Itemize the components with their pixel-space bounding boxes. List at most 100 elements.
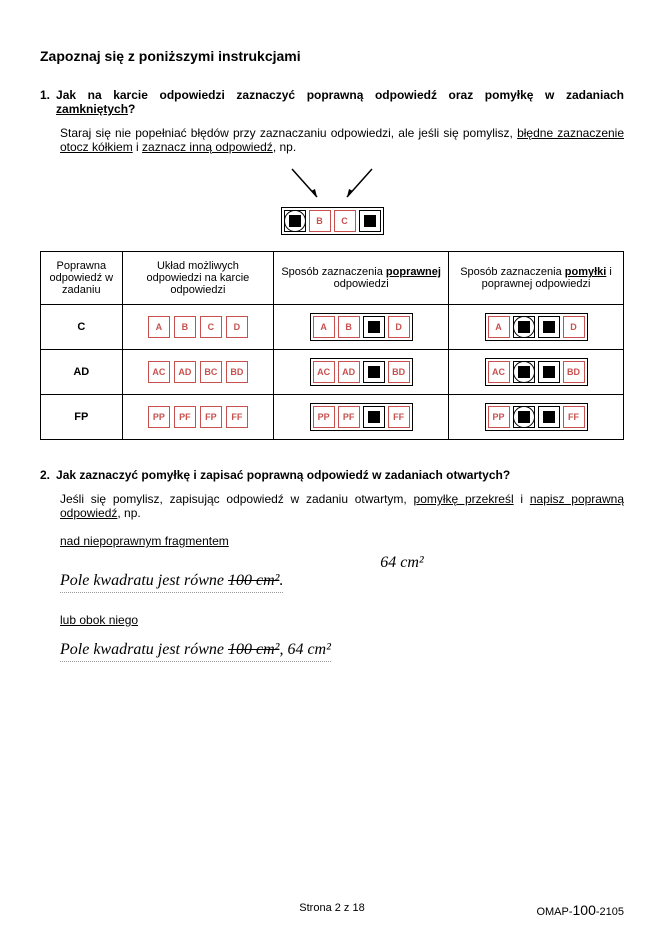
question-2: 2. Jak zaznaczyć pomyłkę i zapisać popra…	[40, 468, 624, 482]
page-title: Zapoznaj się z poniższymi instrukcjami	[40, 48, 624, 64]
answer-box	[538, 406, 560, 428]
example-box-circled	[284, 210, 306, 232]
th4b: pomyłki	[565, 266, 607, 278]
answer-box	[538, 316, 560, 338]
box-group: AC BD	[485, 358, 588, 386]
q1-para-a: Staraj się nie popełniać błędów przy zaz…	[60, 126, 517, 140]
box-group: AD	[485, 313, 588, 341]
code-b: 100	[573, 902, 596, 918]
mistake-cell: PP FF	[449, 395, 624, 440]
answer-box-circled	[513, 361, 535, 383]
answer-box: FF	[388, 406, 410, 428]
q1-para-e: , np.	[273, 140, 296, 154]
q2-para-c: i	[514, 492, 530, 506]
filled-square-icon	[368, 321, 380, 333]
q1-para-c: i	[133, 140, 142, 154]
answer-box: FF	[563, 406, 585, 428]
hand1a: Pole kwadratu jest równe	[60, 572, 228, 589]
answer-box: PF	[338, 406, 360, 428]
arrow-icon	[232, 164, 432, 204]
answer-box: FF	[226, 406, 248, 428]
example-box-b: B	[309, 210, 331, 232]
correction-above: 64 cm²	[180, 554, 624, 572]
filled-square-icon	[543, 321, 555, 333]
example-box-group: B C	[281, 207, 384, 235]
filled-square-icon	[518, 321, 530, 333]
doc-code: OMAP-100-2105	[536, 902, 624, 918]
row-label: FP	[41, 395, 123, 440]
example-box-filled	[359, 210, 381, 232]
filled-square-icon	[518, 366, 530, 378]
th-3: Sposób zaznaczenia poprawnej odpowiedzi	[274, 252, 449, 305]
answer-box	[538, 361, 560, 383]
q2-paragraph: Jeśli się pomylisz, zapisując odpowiedź …	[60, 492, 624, 520]
filled-square-icon	[368, 366, 380, 378]
answer-box: PP	[488, 406, 510, 428]
q1-text-underlined: zamkniętych	[56, 102, 128, 116]
correct-cell: ACAD BD	[274, 350, 449, 395]
options-cell: ACADBCBD	[122, 350, 274, 395]
answer-box: A	[488, 316, 510, 338]
hand1b: 100 cm²	[228, 572, 279, 589]
answer-box: BD	[388, 361, 410, 383]
q2-text: Jak zaznaczyć pomyłkę i zapisać poprawną…	[56, 468, 624, 482]
example-box-c: C	[334, 210, 356, 232]
answer-box: A	[148, 316, 170, 338]
box-group: PPPF FF	[310, 403, 413, 431]
table-row: FPPPPFFPFFPPPFFFPPFF	[41, 395, 624, 440]
q2-para-a: Jeśli się pomylisz, zapisując odpowiedź …	[60, 492, 414, 506]
code-c: -2105	[596, 906, 624, 918]
answer-box: AD	[338, 361, 360, 383]
q1-text-a: Jak na karcie odpowiedzi zaznaczyć popra…	[56, 88, 624, 102]
options-cell: ABCD	[122, 305, 274, 350]
answer-box-circled	[513, 316, 535, 338]
row-label: AD	[41, 350, 123, 395]
answer-box: AC	[148, 361, 170, 383]
mistake-cell: AC BD	[449, 350, 624, 395]
q2-para-b: pomyłkę przekreśl	[414, 492, 514, 506]
q1-para-d: zaznacz inną odpowiedź	[142, 140, 273, 154]
q1-text-c: ?	[128, 102, 135, 116]
answer-box: PP	[148, 406, 170, 428]
hand2a: Pole kwadratu jest równe	[60, 641, 228, 658]
answer-box: AC	[488, 361, 510, 383]
q1-number: 1.	[40, 88, 50, 116]
q1-paragraph: Staraj się nie popełniać błędów przy zaz…	[60, 126, 624, 154]
table-row: ADACADBCBDACADBDACBD	[41, 350, 624, 395]
answer-box: C	[200, 316, 222, 338]
answer-box: PP	[313, 406, 335, 428]
filled-square-icon	[543, 411, 555, 423]
sub-heading-1: nad niepoprawnym fragmentem	[60, 534, 624, 548]
answer-box: D	[388, 316, 410, 338]
th3a: Sposób zaznaczenia	[281, 266, 386, 278]
answer-box: D	[226, 316, 248, 338]
q1-text: Jak na karcie odpowiedzi zaznaczyć popra…	[56, 88, 624, 116]
hand2b: 100 cm²	[228, 641, 279, 658]
sub-heading-2: lub obok niego	[60, 613, 624, 627]
answer-box: BC	[200, 361, 222, 383]
instruction-table: Poprawna odpowiedź w zadaniu Układ możli…	[40, 251, 624, 440]
answer-box: AC	[313, 361, 335, 383]
hand2c: , 64 cm²	[279, 641, 330, 658]
handwriting-2: Pole kwadratu jest równe 100 cm², 64 cm²	[60, 641, 331, 662]
page-number: Strona 2 z 18	[299, 902, 364, 914]
answer-box: D	[563, 316, 585, 338]
q2-number: 2.	[40, 468, 50, 482]
page-footer: Strona 2 z 18 OMAP-100-2105	[0, 902, 664, 918]
table-header-row: Poprawna odpowiedź w zadaniu Układ możli…	[41, 252, 624, 305]
answer-box: PF	[174, 406, 196, 428]
correct-cell: ABD	[274, 305, 449, 350]
th3b: poprawnej	[386, 266, 441, 278]
th4a: Sposób zaznaczenia	[460, 266, 565, 278]
filled-square-icon	[289, 215, 301, 227]
hand1c: .	[279, 572, 283, 589]
handwriting-1: Pole kwadratu jest równe 100 cm².	[60, 572, 283, 593]
filled-square-icon	[543, 366, 555, 378]
correct-cell: PPPF FF	[274, 395, 449, 440]
box-group: ACAD BD	[310, 358, 413, 386]
answer-box	[363, 316, 385, 338]
row-label: C	[41, 305, 123, 350]
answer-box: BD	[563, 361, 585, 383]
mistake-cell: AD	[449, 305, 624, 350]
box-group: ABD	[310, 313, 413, 341]
